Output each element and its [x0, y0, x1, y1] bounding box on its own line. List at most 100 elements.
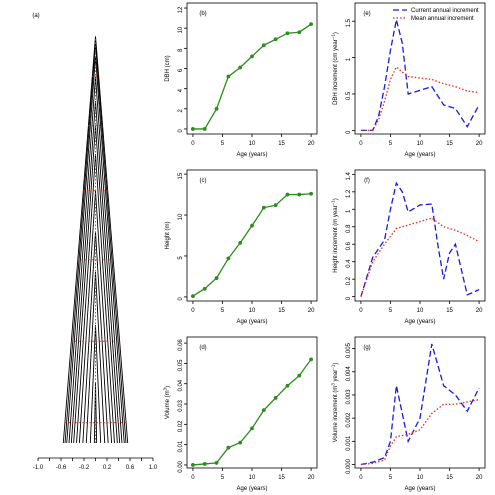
panel-a-x-tick-label: -1.0 — [33, 465, 44, 471]
stem-profile-line-10 — [66, 56, 125, 444]
panel-c-x-axis-title: Age (years) — [236, 319, 267, 325]
panel-a-x-tick-label: 0.2 — [103, 465, 112, 471]
panel-g-frame — [354, 336, 486, 469]
panel-d-y-tick-label: 0.04 — [178, 379, 184, 391]
panel-g-x-tick-label: 10 — [417, 475, 424, 481]
panel-b-x-axis-title: Age (years) — [236, 152, 267, 158]
panel-c-y-tick-label: 10 — [178, 213, 184, 220]
panel-b-x-tick-label: 15 — [278, 141, 285, 147]
panel-c-y-axis-title-text: Height (m) — [165, 221, 171, 249]
panel-d-data-point — [285, 383, 290, 388]
panel-g-y-axis-title-text: Volume increment (m — [333, 386, 339, 443]
panel-f-y-axis-title-close: ) — [333, 198, 339, 200]
panel-f-y-tick-label: 0 — [346, 296, 352, 300]
panel-e-series-line-2 — [360, 65, 480, 132]
panel-f-x-axis-title: Age (years) — [404, 319, 435, 325]
panel-g-y-axis-title: Volume increment (m3 year−1) — [331, 363, 340, 443]
panel-c-data-point — [226, 256, 231, 261]
panel-e-x-tick-label: 10 — [417, 141, 424, 147]
panel-g-y-tick-label: 0.003 — [346, 389, 352, 405]
panel-b-data-point — [285, 31, 290, 36]
panel-e-x-tick-label: 20 — [476, 141, 483, 147]
panel-c-data-point — [238, 240, 243, 245]
panel-d-y-tick-label: 0.01 — [178, 440, 184, 452]
panel-b-y-tick-label: 2 — [178, 108, 184, 112]
panel-a-x-tick-label: -0.2 — [79, 465, 90, 471]
panel-c-data-point — [250, 223, 254, 228]
panel-d-frame — [186, 336, 318, 469]
panel-c-x-tick-label: 20 — [308, 308, 315, 314]
panel-f-y-axis-title-exponent: −1 — [331, 200, 336, 206]
panel-g-y-tick-label: 0.001 — [346, 435, 352, 451]
panel-d-y-tick-label: 0.02 — [178, 420, 184, 432]
panel-label-e: (e) — [363, 11, 370, 17]
panel-e-y-tick-label: 1 — [346, 57, 352, 61]
panel-f-x-tick-label: 20 — [476, 308, 483, 314]
panel-c-y-tick-label: 0 — [178, 297, 184, 301]
panel-c-x-tick-label: 5 — [221, 308, 225, 314]
panel-e-x-axis-title: Age (years) — [404, 152, 435, 158]
panel-c-y-axis-title: Height (m) — [165, 221, 171, 249]
panel-e-y-tick-label: 0 — [346, 130, 352, 134]
panel-d-data-point — [250, 426, 254, 431]
panel-g-y-tick-label: 0.002 — [346, 412, 352, 428]
panel-g-x-tick-label: 20 — [476, 475, 483, 481]
panel-b-data-point — [309, 22, 313, 27]
stem-profile-line-9 — [68, 76, 123, 444]
panel-g-y-axis-title-close: ) — [333, 363, 339, 365]
panel-b-data-point — [297, 30, 302, 35]
panel-e-y-axis-title-text: DBH increment (cm year — [333, 39, 339, 105]
panel-b-y-tick-label: 6 — [178, 68, 184, 72]
panel-b-data-point — [214, 106, 219, 111]
panel-f-x-tick-label: 15 — [446, 308, 453, 314]
panel-g-x-tick-label: 15 — [446, 475, 453, 481]
stem-profile-line-11 — [64, 44, 127, 444]
panel-f-y-tick-label: 0.2 — [346, 276, 352, 285]
panel-f-y-tick-label: 1.2 — [346, 189, 352, 198]
panel-d-y-tick-label: 0.05 — [178, 359, 184, 371]
panel-g-y-tick-label: 0.004 — [346, 366, 352, 382]
panel-b-data-point — [226, 74, 231, 79]
panel-f-y-tick-label: 0.4 — [346, 259, 352, 268]
panel-e-y-axis-title: DBH increment (cm year−1) — [331, 32, 340, 105]
legend-entry-1: Current annual increment — [411, 8, 479, 14]
panel-d-data-point — [202, 462, 207, 466]
panel-a-x-tick-label: 0.6 — [126, 465, 135, 471]
panel-d-data-point — [191, 463, 195, 467]
panel-e-y-tick-label: 0.5 — [346, 91, 352, 100]
panel-f-x-tick-label: 0 — [359, 308, 363, 314]
panel-f-y-tick-label: 1.4 — [346, 172, 352, 181]
stem-profile-line-8 — [70, 101, 121, 444]
panel-b-y-axis-title: DBH (cm) — [165, 55, 171, 81]
panel-b-y-tick-label: 4 — [178, 88, 184, 92]
panel-c-x-tick-label: 10 — [249, 308, 256, 314]
panel-d-x-tick-label: 5 — [221, 475, 225, 481]
panel-d-y-axis-title-close: ) — [165, 386, 171, 388]
panel-c-data-point — [261, 205, 266, 210]
panel-e-y-tick-label: 1.5 — [346, 18, 352, 27]
panel-d-data-point — [238, 440, 243, 445]
panel-d-y-tick-label: 0.00 — [178, 460, 184, 472]
panel-c-data-point — [202, 286, 207, 291]
panel-g-x-axis-title: Age (years) — [404, 486, 435, 492]
panel-f-series-line-2 — [360, 217, 480, 297]
panel-g-y-axis-title-suffix: year — [333, 370, 339, 383]
panel-b-data-point — [238, 65, 243, 70]
panel-b-frame — [186, 2, 318, 135]
panel-c-series-line-1 — [192, 193, 312, 297]
panel-c-data-point — [273, 203, 278, 208]
panel-b-series-line-1 — [192, 23, 312, 130]
panel-c-data-point — [309, 191, 313, 196]
panel-d-y-tick-label: 0.06 — [178, 339, 184, 351]
panel-b-data-point — [273, 37, 278, 42]
panel-b-y-tick-label: 0 — [178, 129, 184, 133]
panel-g-series-line-2 — [360, 398, 480, 466]
panel-d-y-axis-title: Volume (m3) — [163, 386, 172, 419]
panel-b-data-point — [202, 127, 207, 131]
panel-d-data-point — [214, 461, 219, 465]
panel-g-y-tick-label: 0.005 — [346, 342, 352, 358]
panel-b-data-point — [191, 127, 195, 131]
panel-f-series-line-1 — [360, 181, 480, 297]
panel-d-data-point — [226, 445, 231, 450]
panel-c-y-tick-label: 15 — [178, 172, 184, 179]
